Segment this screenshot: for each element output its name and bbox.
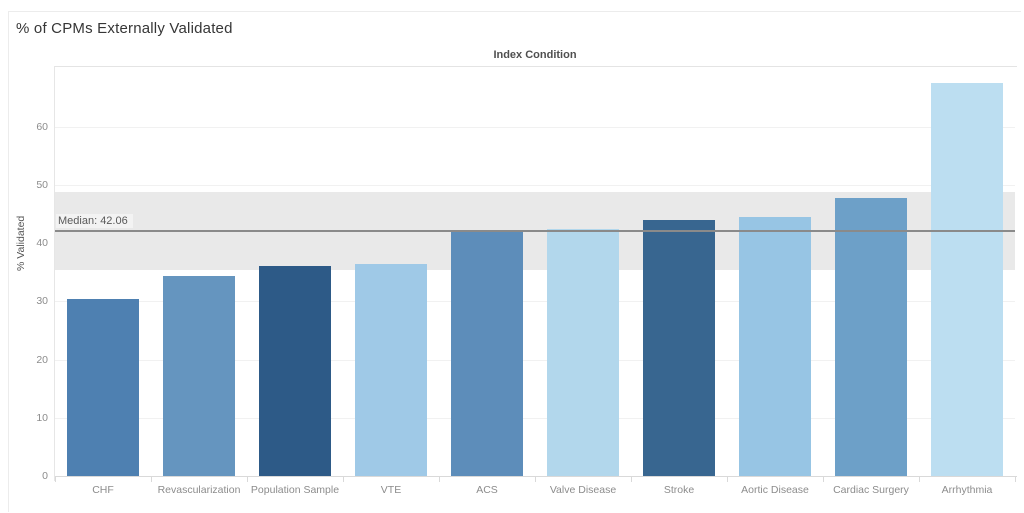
x-axis-tick: [247, 477, 248, 482]
worksheet-frame: [8, 11, 1021, 512]
bar[interactable]: [739, 216, 811, 476]
gridline: [55, 301, 1015, 303]
y-axis-line: [54, 66, 55, 481]
y-tick-label: 40: [36, 237, 48, 250]
bar[interactable]: [835, 197, 907, 476]
bar[interactable]: [259, 266, 331, 476]
median-label: Median: 42.06: [56, 214, 133, 229]
x-axis-tick: [919, 477, 920, 482]
y-tick-label: 60: [36, 120, 48, 133]
category-label: VTE: [380, 484, 402, 496]
category-label: Arrhythmia: [941, 484, 993, 496]
median-line: [55, 230, 1015, 233]
category-label: ACS: [476, 484, 498, 496]
category-label: Valve Disease: [549, 484, 617, 496]
gridline: [55, 126, 1015, 128]
bar[interactable]: [67, 298, 139, 476]
header-divider: [55, 66, 1017, 67]
x-axis-tick: [439, 477, 440, 482]
category-label: Stroke: [663, 484, 695, 496]
gridline: [55, 184, 1015, 186]
column-header: Index Condition: [493, 49, 577, 61]
gridline: [55, 359, 1015, 361]
category-label: CHF: [92, 484, 114, 496]
bar[interactable]: [931, 83, 1003, 476]
x-axis-tick: [631, 477, 632, 482]
plot-area: Median: 42.06: [55, 66, 1015, 476]
y-tick-label: 50: [36, 178, 48, 191]
y-tick-label: 20: [36, 353, 48, 366]
y-tick-label: 0: [42, 470, 48, 482]
x-axis-tick: [823, 477, 824, 482]
y-tick-label: 10: [36, 411, 48, 424]
x-axis-line: [55, 476, 1017, 477]
x-axis-tick: [151, 477, 152, 482]
bar[interactable]: [547, 229, 619, 476]
bar[interactable]: [451, 231, 523, 476]
x-axis-tick: [55, 477, 56, 482]
chart-title: % of CPMs Externally Validated: [16, 20, 233, 37]
x-axis-tick: [343, 477, 344, 482]
bar[interactable]: [643, 219, 715, 476]
x-axis-tick: [535, 477, 536, 482]
category-label: Cardiac Surgery: [833, 484, 909, 496]
category-label: Population Sample: [250, 484, 340, 496]
x-axis-tick: [727, 477, 728, 482]
category-label: Aortic Disease: [741, 484, 809, 496]
bar[interactable]: [163, 275, 235, 476]
category-label: Revascularization: [157, 484, 241, 496]
y-tick-label: 30: [36, 295, 48, 308]
bar[interactable]: [355, 264, 427, 476]
x-axis-tick: [1015, 477, 1016, 482]
gridline: [55, 417, 1015, 419]
